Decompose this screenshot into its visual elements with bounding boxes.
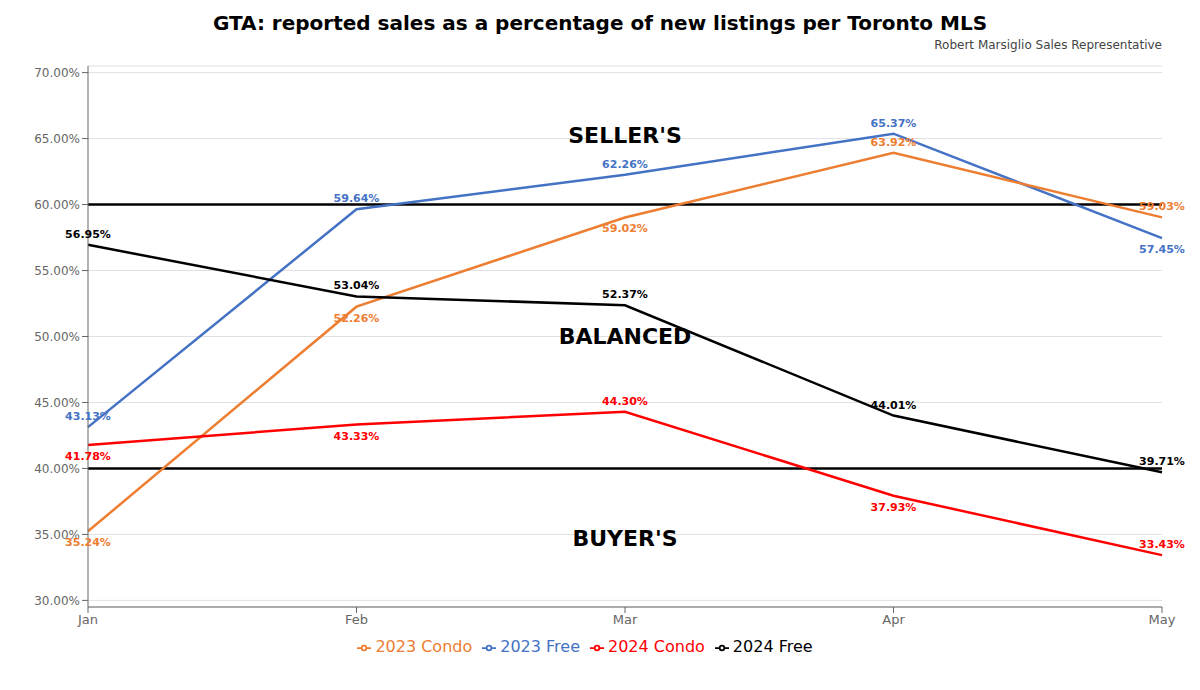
svg-text:May: May <box>1149 612 1176 627</box>
html-text:2024 Condo: 2024 Condo <box>608 637 705 656</box>
svg-text:65.37%: 65.37% <box>871 117 917 130</box>
svg-text:30.00%: 30.00% <box>34 594 80 608</box>
svg-text:45.00%: 45.00% <box>34 396 80 410</box>
svg-text:35.00%: 35.00% <box>34 527 80 542</box>
svg-text:43.33%: 43.33% <box>334 430 380 443</box>
svg-text:59.03%: 59.03% <box>1139 200 1185 213</box>
html-text:Robert Marsiglio Sales Represe: Robert Marsiglio Sales Representative <box>934 38 1162 52</box>
svg-text:50.00%: 50.00% <box>34 330 80 344</box>
svg-text:59.64%: 59.64% <box>334 192 380 205</box>
svg-text:60.00%: 60.00% <box>34 198 80 212</box>
svg-text:33.43%: 33.43% <box>1139 538 1185 551</box>
svg-text:37.93%: 37.93% <box>871 501 917 514</box>
html-text:2024 Free: 2024 Free <box>732 637 813 656</box>
html-text:GTA: reported sales as a perce: GTA: reported sales as a percentage of n… <box>212 11 988 35</box>
svg-text:44.30%: 44.30% <box>602 395 648 408</box>
svg-text:35.24%: 35.24% <box>65 536 111 549</box>
svg-text:62.26%: 62.26% <box>602 158 648 171</box>
svg-text:52.26%: 52.26% <box>334 312 380 325</box>
svg-text:41.78%: 41.78% <box>65 450 111 463</box>
svg-text:53.04%: 53.04% <box>334 279 380 292</box>
svg-text:BALANCED: BALANCED <box>559 324 692 349</box>
svg-text:65.00%: 65.00% <box>34 132 80 146</box>
svg-text:BUYER'S: BUYER'S <box>572 526 677 551</box>
svg-text:SELLER'S: SELLER'S <box>568 123 681 148</box>
svg-text:56.95%: 56.95% <box>65 228 111 241</box>
svg-text:39.71%: 39.71% <box>1139 455 1185 468</box>
svg-text:Mar: Mar <box>613 612 638 627</box>
svg-text:40.00%: 40.00% <box>34 462 80 476</box>
svg-text:55.00%: 55.00% <box>34 264 80 278</box>
svg-text:52.37%: 52.37% <box>602 288 648 301</box>
svg-text:63.92%: 63.92% <box>871 136 917 149</box>
svg-text:Feb: Feb <box>345 612 368 627</box>
html-text:2023 Condo: 2023 Condo <box>375 637 473 656</box>
svg-text:44.01%: 44.01% <box>871 399 917 412</box>
svg-text:57.45%: 57.45% <box>1139 243 1185 256</box>
svg-text:43.13%: 43.13% <box>65 410 111 423</box>
svg-text:Apr: Apr <box>882 612 905 627</box>
html-text:2023 Free: 2023 Free <box>500 637 580 656</box>
svg-text:Jan: Jan <box>77 612 98 627</box>
svg-text:70.00%: 70.00% <box>34 66 80 80</box>
svg-text:59.02%: 59.02% <box>602 222 648 235</box>
